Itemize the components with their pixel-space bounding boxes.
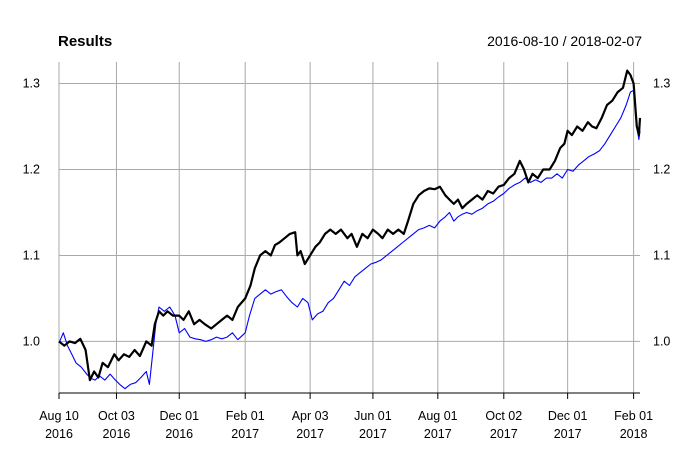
x-tick-label: Dec 01 [159,409,199,423]
y-tick-label-left: 1.3 [23,76,40,90]
x-tick-label: Feb 01 [614,409,653,423]
x-tick-year-label: 2018 [620,427,648,441]
y-tick-label-left: 1.0 [23,334,40,348]
x-tick-label: Aug 01 [418,409,458,423]
x-tick-label: Jun 01 [354,409,392,423]
x-tick-label: Oct 03 [98,409,135,423]
x-tick-year-label: 2017 [231,427,259,441]
x-tick-year-label: 2017 [554,427,582,441]
y-tick-label-right: 1.0 [653,334,670,348]
axes: Aug 10 2016 Oct 03 2016 Dec 01 2016 Feb 01 2017… [23,76,671,441]
y-tick-label-left: 1.1 [23,248,40,262]
x-tick-year-label: 2016 [165,427,193,441]
x-tick-label: Apr 03 [292,409,329,423]
x-tick-label: Aug 10 [39,409,79,423]
y-tick-label-right: 1.1 [653,248,670,262]
x-tick-label: Dec 01 [548,409,588,423]
y-tick-label-right: 1.2 [653,162,670,176]
x-tick-year-label: 2017 [490,427,518,441]
x-tick-label: Oct 02 [485,409,522,423]
y-tick-label-left: 1.2 [23,162,40,176]
x-tick-year-label: 2017 [359,427,387,441]
chart-title: Results [58,33,112,50]
series-lines [58,69,642,390]
x-tick-label: Feb 01 [226,409,265,423]
y-tick-label-right: 1.3 [653,76,670,90]
x-tick-year-label: 2016 [45,427,73,441]
series-line-black [58,69,642,382]
chart-date-range: 2016-08-10 / 2018-02-07 [487,33,642,49]
x-tick-year-label: 2016 [103,427,131,441]
x-tick-year-label: 2017 [296,427,324,441]
series-line-blue [58,89,641,390]
x-tick-year-label: 2017 [424,427,452,441]
